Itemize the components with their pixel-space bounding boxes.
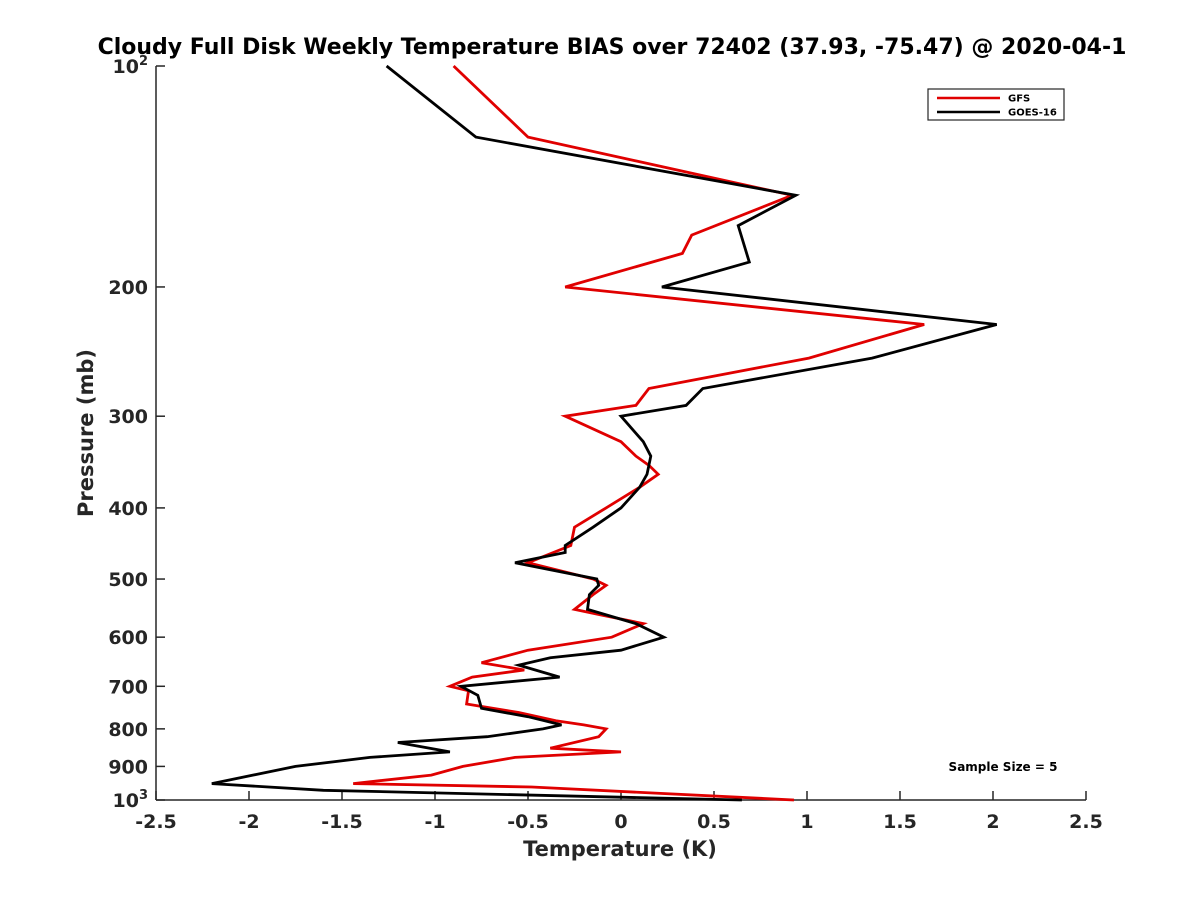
x-tick-label: 1.5 <box>883 811 917 833</box>
y-tick-label: 300 <box>108 406 148 428</box>
y-axis-ticks: 102 200 300 400 500 600 700 800 900 103 <box>108 54 165 812</box>
x-tick-label: 2 <box>986 811 999 833</box>
legend-label: GOES-16 <box>1008 108 1057 119</box>
y-tick-label: 400 <box>108 498 148 520</box>
y-tick-label: 700 <box>108 676 148 698</box>
data-series <box>211 64 998 802</box>
y-tick-label: 103 <box>113 788 149 812</box>
y-tick-label: 900 <box>108 756 148 778</box>
chart-title: Cloudy Full Disk Weekly Temperature BIAS… <box>98 35 1127 60</box>
x-tick-label: 0.5 <box>697 811 731 833</box>
series-line-gfs <box>353 64 925 802</box>
series-line-goes-16 <box>211 64 998 802</box>
y-axis-label: Pressure (mb) <box>74 349 98 517</box>
sample-size-annotation: Sample Size = 5 <box>949 760 1058 774</box>
legend-label: GFS <box>1008 94 1030 105</box>
x-tick-label: 2.5 <box>1069 811 1103 833</box>
x-tick-label: 1 <box>800 811 813 833</box>
x-tick-label: -2 <box>238 811 259 833</box>
y-tick-label: 800 <box>108 719 148 741</box>
y-tick-label: 600 <box>108 627 148 649</box>
x-tick-label: 0 <box>614 811 627 833</box>
x-axis-label: Temperature (K) <box>523 837 717 861</box>
y-tick-label: 200 <box>108 277 148 299</box>
x-tick-label: -0.5 <box>507 811 549 833</box>
y-tick-label: 102 <box>113 54 149 78</box>
x-axis-ticks: -2.5 -2 -1.5 -1 -0.5 0 0.5 1 1.5 2 2.5 <box>135 791 1103 833</box>
legend: GFS GOES-16 <box>927 88 1065 121</box>
x-tick-label: -1.5 <box>321 811 363 833</box>
y-tick-label: 500 <box>108 569 148 591</box>
x-tick-label: -2.5 <box>135 811 177 833</box>
legend-box <box>927 88 1065 121</box>
x-tick-label: -1 <box>424 811 445 833</box>
